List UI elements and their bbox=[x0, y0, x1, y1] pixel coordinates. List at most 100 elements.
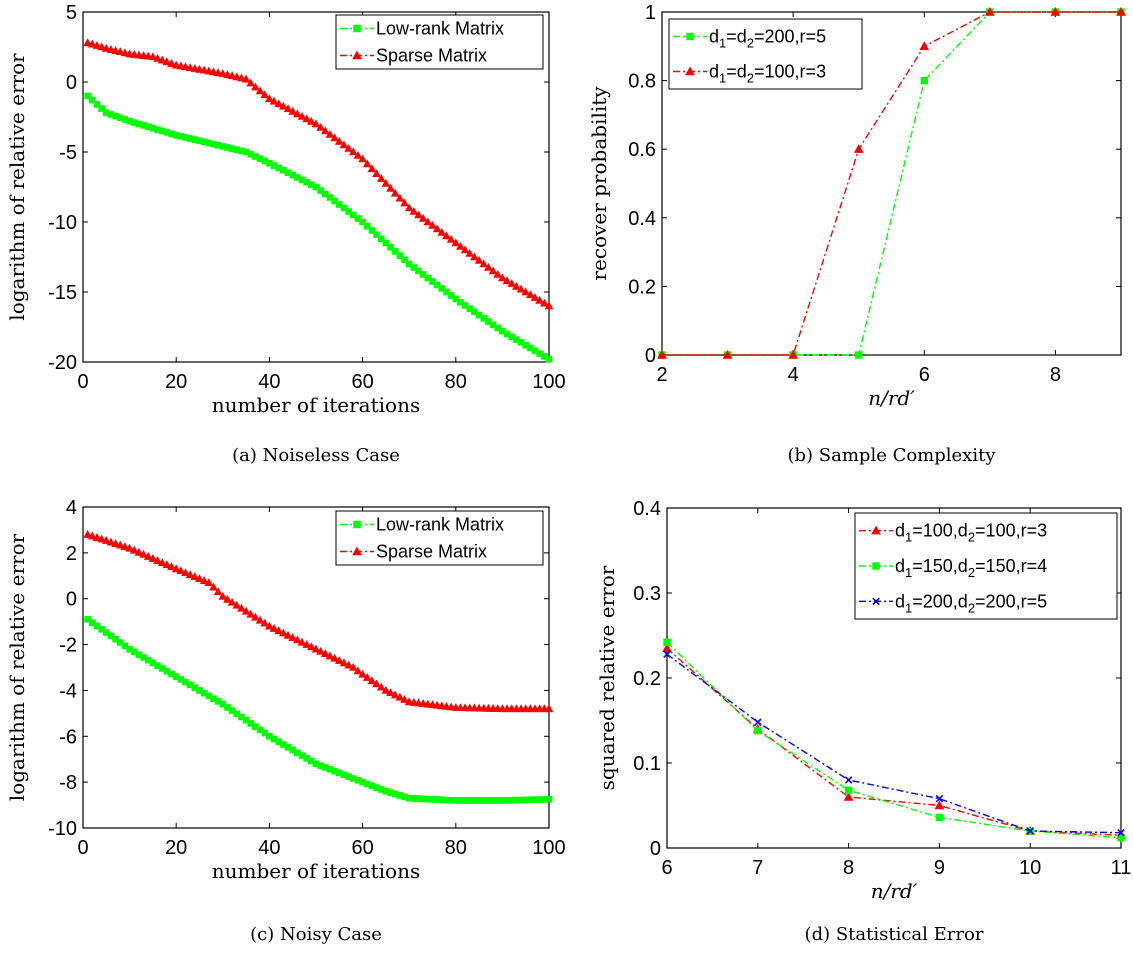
y-axis-label: squared relative error bbox=[595, 565, 619, 790]
data-point bbox=[353, 666, 363, 675]
data-point bbox=[89, 96, 96, 104]
data-point bbox=[134, 50, 144, 59]
data-point bbox=[539, 298, 549, 307]
data-point bbox=[376, 682, 386, 691]
data-point bbox=[320, 649, 330, 658]
data-point bbox=[657, 349, 667, 359]
data-point bbox=[171, 60, 181, 69]
x-axis-label: n/rd′ bbox=[868, 386, 915, 410]
series-2 bbox=[663, 650, 1125, 837]
data-point bbox=[227, 71, 237, 80]
data-point bbox=[345, 208, 352, 215]
subfigure-caption: (d) Statistical Error bbox=[805, 924, 984, 945]
data-point bbox=[935, 794, 944, 803]
data-point bbox=[107, 632, 115, 640]
data-point bbox=[985, 6, 995, 16]
data-point bbox=[322, 190, 329, 198]
data-point bbox=[418, 699, 428, 707]
data-point bbox=[190, 64, 200, 72]
data-point bbox=[844, 786, 853, 794]
legend-entry: d1=100,d2=100,r=3 bbox=[859, 521, 1047, 545]
data-point bbox=[185, 570, 195, 579]
data-point bbox=[129, 545, 139, 554]
data-point bbox=[325, 651, 335, 660]
x-tick-label: 7 bbox=[752, 857, 763, 879]
legend-entry: d1=d2=100,r=3 bbox=[673, 62, 826, 86]
data-point bbox=[112, 635, 119, 643]
data-point bbox=[415, 267, 422, 275]
data-point bbox=[545, 796, 553, 803]
subfigure-caption: (a) Noiseless Case bbox=[232, 445, 400, 466]
data-point bbox=[377, 235, 385, 243]
data-point bbox=[97, 534, 106, 543]
data-point bbox=[162, 57, 172, 66]
data-point bbox=[195, 574, 204, 583]
data-point bbox=[255, 86, 265, 95]
data-point bbox=[134, 547, 144, 556]
data-point bbox=[311, 119, 321, 128]
x-tick-label: 10 bbox=[1019, 857, 1041, 879]
data-point bbox=[223, 70, 232, 79]
x-tick-label: 40 bbox=[258, 837, 280, 859]
data-point bbox=[98, 625, 105, 633]
data-point bbox=[544, 301, 554, 310]
data-point bbox=[395, 193, 405, 202]
data-point bbox=[223, 594, 232, 603]
data-point bbox=[157, 55, 167, 64]
y-tick-label: 0.3 bbox=[633, 583, 661, 605]
data-point bbox=[340, 204, 348, 212]
x-tick-label: 100 bbox=[532, 371, 565, 393]
data-point bbox=[390, 188, 400, 197]
subfigure-caption: (c) Noisy Case bbox=[250, 924, 382, 945]
legend: Low-rank Matrix Sparse Matrix bbox=[335, 510, 544, 566]
data-point bbox=[120, 542, 130, 551]
data-point bbox=[209, 67, 218, 76]
x-tick-label: 100 bbox=[532, 837, 565, 859]
y-tick-label: -6 bbox=[59, 726, 77, 748]
data-point bbox=[204, 578, 214, 586]
data-point bbox=[442, 701, 451, 710]
data-point bbox=[274, 626, 284, 635]
data-point bbox=[279, 628, 288, 637]
data-point bbox=[662, 643, 672, 652]
series-line bbox=[662, 11, 1121, 356]
legend-entry: Low-rank Matrix bbox=[340, 19, 504, 39]
data-point bbox=[390, 690, 400, 699]
data-point bbox=[312, 183, 320, 191]
data-point bbox=[336, 201, 343, 208]
x-tick-label: 80 bbox=[445, 837, 467, 859]
legend-label: d1=d2=100,r=3 bbox=[709, 62, 826, 86]
data-point bbox=[181, 568, 190, 577]
data-point bbox=[246, 78, 256, 87]
x-tick-label: 2 bbox=[656, 364, 667, 386]
series-line bbox=[666, 641, 1122, 839]
data-point bbox=[530, 293, 540, 301]
data-point bbox=[424, 274, 432, 282]
data-point bbox=[297, 637, 307, 646]
data-point bbox=[414, 210, 423, 219]
data-point bbox=[516, 284, 526, 293]
data-point bbox=[920, 76, 928, 85]
data-point bbox=[1050, 6, 1061, 16]
series-0 bbox=[84, 92, 553, 363]
data-point bbox=[843, 791, 854, 801]
data-point bbox=[432, 700, 442, 709]
data-point bbox=[386, 183, 395, 192]
data-point bbox=[84, 616, 91, 623]
data-point bbox=[302, 640, 312, 648]
data-point bbox=[331, 197, 338, 205]
chart-panel-0: 0 20 40 60 80 100 -20 -15 -10 -5 0 5 number of itera… bbox=[5, 2, 566, 466]
data-point bbox=[325, 129, 335, 138]
data-point bbox=[162, 560, 172, 569]
legend-marker bbox=[353, 520, 361, 529]
series-line bbox=[666, 647, 1122, 836]
data-point bbox=[106, 537, 116, 546]
legend-entry: Sparse Matrix bbox=[340, 542, 487, 562]
data-point bbox=[456, 241, 465, 250]
data-point bbox=[433, 281, 441, 289]
data-point-stroke-b bbox=[663, 650, 671, 658]
chart-panel-2: 0 20 40 60 80 100 -10 -8 -6 -4 -2 0 2 4 number of iter… bbox=[5, 497, 566, 945]
data-point bbox=[348, 147, 358, 156]
data-point bbox=[526, 290, 535, 299]
